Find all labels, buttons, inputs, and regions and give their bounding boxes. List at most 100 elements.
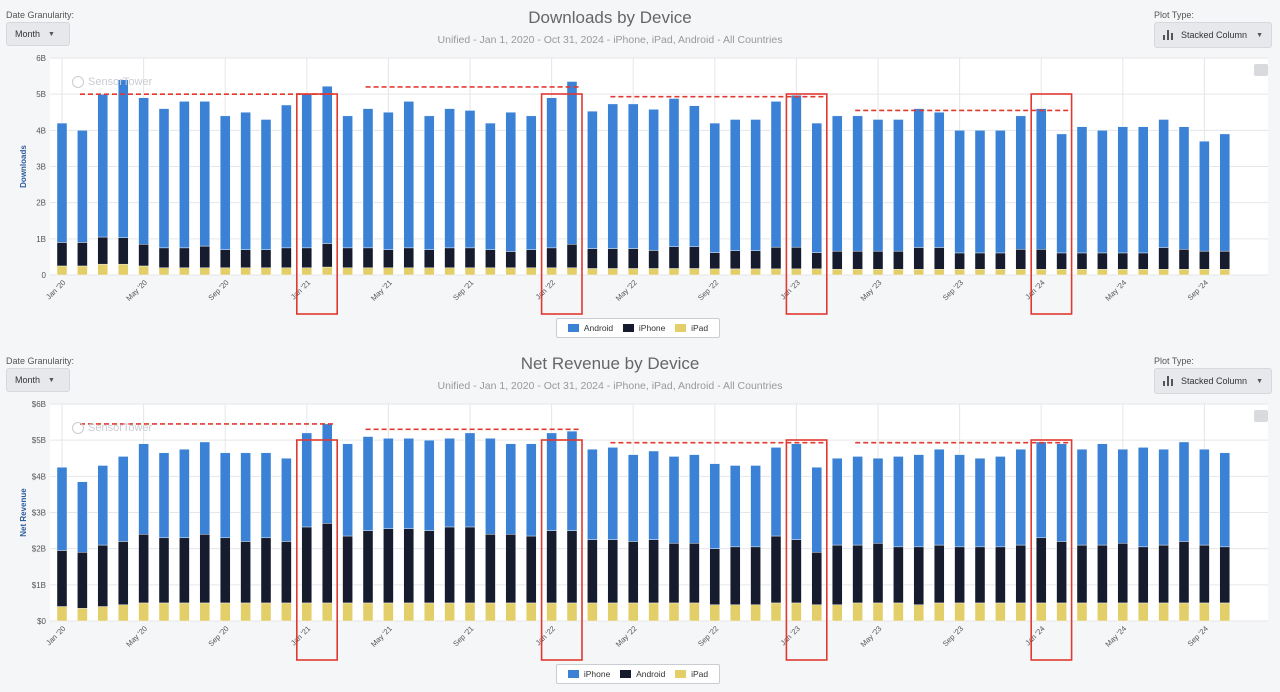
bar-segment[interactable] [526,115,537,250]
bar-segment[interactable] [240,249,251,268]
bar-segment[interactable] [342,443,353,537]
bar-segment[interactable] [709,122,720,253]
export-menu-icon[interactable] [1254,64,1268,76]
bar-segment[interactable] [709,463,720,549]
bar-segment[interactable] [1056,252,1067,270]
bar-segment[interactable] [342,247,353,268]
bar-segment[interactable] [709,604,720,622]
plot-type-dropdown[interactable]: Stacked Column ▼ [1154,22,1272,48]
bar-segment[interactable] [199,245,211,268]
bar-segment[interactable] [730,465,741,548]
bar-segment[interactable] [852,269,863,276]
bar-segment[interactable] [974,546,986,604]
bar-segment[interactable] [485,122,496,250]
bar-segment[interactable] [893,456,904,548]
bar-segment[interactable] [1035,537,1047,604]
bar-segment[interactable] [730,119,741,251]
bar-segment[interactable] [1158,544,1169,604]
bar-segment[interactable] [1199,250,1210,270]
bar-segment[interactable] [1076,602,1088,622]
bar-segment[interactable] [179,602,190,622]
bar-segment[interactable] [260,267,272,276]
bar-segment[interactable] [811,552,822,605]
bar-segment[interactable] [444,438,455,528]
bar-segment[interactable] [1035,602,1047,622]
bar-segment[interactable] [546,267,557,276]
bar-segment[interactable] [607,268,618,276]
bar-segment[interactable] [362,108,374,249]
bar-segment[interactable] [628,454,639,542]
bar-segment[interactable] [260,602,272,622]
bar-segment[interactable] [668,246,680,269]
bar-segment[interactable] [1199,449,1210,546]
bar-segment[interactable] [709,548,720,605]
bar-segment[interactable] [362,602,374,622]
bar-segment[interactable] [383,602,394,622]
bar-segment[interactable] [995,252,1006,270]
bar-segment[interactable] [913,604,924,622]
bar-segment[interactable] [934,602,945,622]
bar-segment[interactable] [444,526,455,604]
bar-segment[interactable] [1137,602,1149,622]
bar-segment[interactable] [199,441,211,535]
bar-segment[interactable] [750,465,761,548]
granularity-dropdown[interactable]: Month ▼ [6,368,70,392]
bar-segment[interactable] [587,449,598,540]
bar-segment[interactable] [954,454,965,548]
bar-segment[interactable] [1178,126,1190,250]
bar-segment[interactable] [301,602,312,622]
bar-segment[interactable] [444,267,455,276]
bar-segment[interactable] [1035,269,1047,276]
bar-segment[interactable] [587,248,598,269]
bar-segment[interactable] [505,267,516,276]
bar-segment[interactable] [668,543,680,604]
bar-segment[interactable] [158,247,170,268]
bar-segment[interactable] [1056,133,1067,254]
bar-segment[interactable] [403,267,414,276]
bar-segment[interactable] [628,602,639,622]
bar-segment[interactable] [566,430,578,531]
bar-segment[interactable] [995,456,1006,548]
bar-segment[interactable] [750,604,761,622]
bar-segment[interactable] [56,606,68,622]
bar-segment[interactable] [954,130,965,254]
bar-segment[interactable] [526,249,537,268]
bar-segment[interactable] [750,250,761,270]
bar-segment[interactable] [566,267,578,276]
bar-segment[interactable] [117,456,129,542]
bar-segment[interactable] [1219,602,1231,622]
bar-segment[interactable] [158,537,170,604]
bar-segment[interactable] [628,541,639,604]
bar-segment[interactable] [1219,269,1231,276]
bar-segment[interactable] [1199,140,1210,252]
bar-segment[interactable] [1117,126,1129,254]
bar-segment[interactable] [56,550,68,607]
bar-segment[interactable] [1076,544,1088,604]
bar-segment[interactable] [587,268,598,276]
bar-segment[interactable] [505,533,516,604]
export-menu-icon[interactable] [1254,410,1268,422]
bar-segment[interactable] [179,101,190,249]
bar-segment[interactable] [362,530,374,604]
bar-segment[interactable] [138,97,149,245]
bar-segment[interactable] [954,252,965,270]
bar-segment[interactable] [362,267,374,276]
bar-segment[interactable] [199,267,211,276]
bar-segment[interactable] [648,602,659,622]
bar-segment[interactable] [444,247,455,268]
bar-segment[interactable] [322,523,333,604]
bar-segment[interactable] [179,449,190,539]
bar-segment[interactable] [301,526,312,604]
bar-segment[interactable] [648,268,659,276]
bar-segment[interactable] [587,539,598,604]
bar-segment[interactable] [464,432,476,528]
bar-segment[interactable] [1199,602,1210,622]
bar-segment[interactable] [1137,447,1149,548]
bar-segment[interactable] [709,252,720,270]
bar-segment[interactable] [505,602,516,622]
bar-segment[interactable] [56,242,68,267]
bar-segment[interactable] [281,104,292,249]
bar-segment[interactable] [281,267,292,276]
bar-segment[interactable] [424,602,435,622]
bar-segment[interactable] [852,250,863,270]
